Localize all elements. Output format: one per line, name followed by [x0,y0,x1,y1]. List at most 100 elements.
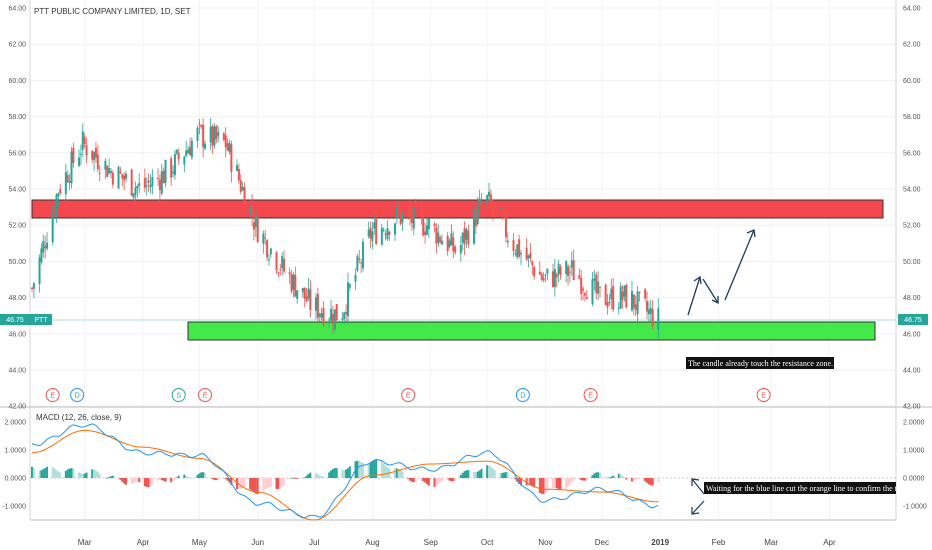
event-marker-label: E [761,393,766,400]
macd-tick-left: 2.0000 [5,420,27,427]
candle [414,198,417,209]
event-marker[interactable] [198,388,213,402]
candle [407,205,410,220]
candle [582,286,585,301]
month-label: Oct [481,538,494,547]
event-marker[interactable] [45,388,60,402]
event-marker[interactable] [171,388,186,402]
price-tick-right: 50.00 [903,259,921,266]
macd-tick-right: 1.0000 [903,448,925,455]
candle [32,282,35,299]
macd-histogram-bar [486,465,489,478]
candle [213,123,216,149]
macd-histogram-bar [315,473,317,478]
candle [529,242,532,263]
price-tick-right: 42.00 [903,404,921,411]
candle [160,163,163,196]
event-marker[interactable] [70,388,85,402]
macd-histogram-bar [646,478,649,483]
macd-histogram-bar [335,468,338,478]
candle [85,137,88,164]
month-label: Apr [137,538,150,547]
candle [572,249,575,281]
candle [437,224,440,248]
macd-histogram-bar [224,478,227,480]
macd-histogram-bar [64,470,67,478]
candle [149,174,152,194]
candle [217,126,220,143]
macd-histogram-bar [649,478,652,486]
macd-label: MACD (12, 26, close, 9) [36,413,122,422]
macd-histogram-bar [448,478,451,481]
candle [420,202,423,225]
event-marker[interactable] [756,388,771,402]
event-marker[interactable] [583,388,598,402]
candle [657,298,660,339]
candle [461,231,464,251]
macd-histogram-bar [281,478,284,487]
macd-histogram-bar [559,478,562,490]
macd-histogram-bar [518,478,521,484]
candlestick-series [31,118,660,339]
candle [606,293,609,315]
macd-histogram-bar [463,471,466,478]
macd-histogram-bar [401,471,404,478]
candle [518,234,521,259]
candle [170,155,173,186]
month-label: Aug [365,538,379,547]
candle [251,194,254,227]
macd-histogram-bar [252,478,255,493]
macd-histogram-bar [617,473,620,478]
macd-histogram-bar [499,473,502,478]
macd-histogram-bar [98,473,101,478]
macd-histogram-bar [493,470,496,478]
month-label: Nov [538,538,552,547]
candle [121,173,124,187]
macd-histogram-bar [138,478,141,483]
candle [358,249,361,264]
macd-histogram-bar [553,478,556,488]
candle [506,232,509,248]
last-price-left: 46.75 [6,317,24,324]
macd-histogram-bar [104,477,107,479]
candle [239,174,242,195]
event-marker-label: S [176,393,181,400]
macd-histogram-bar [529,478,532,486]
candle [348,282,351,292]
candle [277,271,280,278]
candle [241,181,244,192]
macd-histogram-bar [288,478,291,479]
candle [397,201,400,219]
candle [83,133,86,148]
price-axis: 64.00 64.00 62.00 62.00 60.00 60.00 58.00 58.00… [8,6,920,411]
macd-histogram-bar [202,472,205,478]
event-marker[interactable] [515,388,530,402]
macd-histogram-bar [525,478,528,486]
macd-histogram-bar [414,478,417,482]
macd-histogram-bar [472,471,475,478]
candle [70,146,73,189]
macd-histogram-bar [380,461,383,478]
candle [619,282,622,310]
macd-histogram-bar [467,470,470,478]
candle [384,230,387,241]
candle [486,194,489,212]
candle [294,266,297,298]
event-marker[interactable] [401,388,416,402]
candle [145,176,148,196]
macd-histogram-bar [597,472,600,478]
macd-histogram-bar [647,478,650,485]
macd-histogram-bar [578,478,581,480]
macd-histogram-bar [346,468,349,478]
macd-histogram [31,459,660,495]
candle [296,290,299,304]
resistance-zone[interactable] [31,199,884,219]
support-zone[interactable] [187,321,876,341]
macd-histogram-bar [478,470,481,478]
candle [525,237,528,262]
candle [512,232,515,257]
candle [177,148,180,165]
candle [567,263,570,286]
